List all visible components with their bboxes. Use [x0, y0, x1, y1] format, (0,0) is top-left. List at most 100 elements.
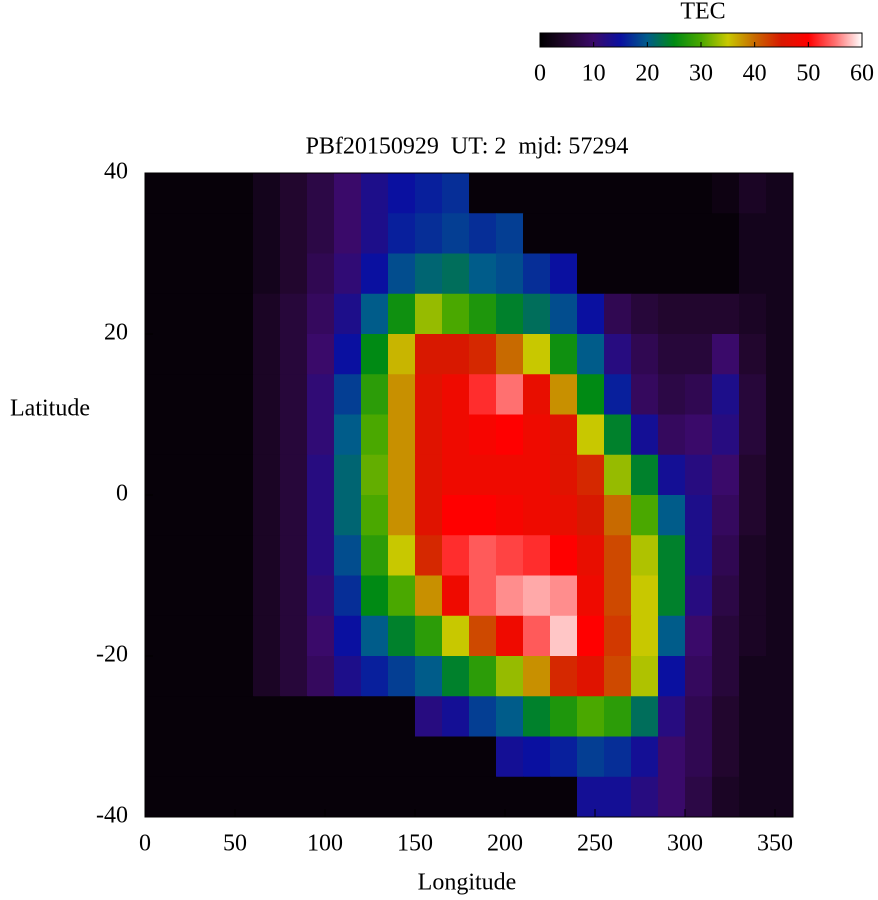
heat-cell [496, 293, 524, 335]
heat-cell [145, 495, 173, 536]
heat-cell [199, 454, 227, 496]
heat-cell [199, 656, 227, 697]
heat-cell [712, 696, 740, 737]
heat-cell [658, 253, 686, 295]
heat-cell [523, 776, 551, 818]
heat-cell [172, 495, 200, 536]
heat-cell [145, 374, 173, 415]
heat-cell [685, 696, 713, 737]
heat-cell [739, 736, 767, 778]
heat-cell [469, 173, 497, 214]
heat-cell [361, 495, 389, 536]
heat-cell [145, 535, 173, 576]
y-tick-label: -20 [96, 642, 128, 668]
heat-cell [658, 495, 686, 536]
heat-cell [469, 213, 497, 254]
heat-cell [766, 575, 794, 617]
heat-cell [280, 454, 308, 496]
heat-cell [739, 173, 767, 214]
heat-cell [253, 173, 281, 214]
heat-cell [469, 334, 497, 375]
heat-cell [550, 656, 578, 697]
heat-cell [307, 293, 335, 335]
heat-cell [766, 696, 794, 737]
heat-cell [604, 253, 632, 295]
heat-cell [172, 334, 200, 375]
heat-cell [577, 696, 605, 737]
heat-cell [550, 495, 578, 536]
heat-cell [172, 736, 200, 778]
heat-cell [145, 454, 173, 496]
heat-cell [631, 253, 659, 295]
heat-cell [172, 293, 200, 335]
heat-cell [631, 414, 659, 456]
heat-cell [550, 736, 578, 778]
heat-cell [739, 495, 767, 536]
heat-cell [145, 334, 173, 375]
heat-cell [226, 374, 254, 415]
heat-cell [550, 293, 578, 335]
heat-cell [415, 495, 443, 536]
heat-cell [334, 776, 362, 818]
heat-cell [361, 293, 389, 335]
heat-cell [739, 454, 767, 496]
heat-cell [199, 253, 227, 295]
heat-cell [685, 495, 713, 536]
heat-cell [712, 334, 740, 375]
heat-cell [334, 213, 362, 254]
heat-cell [280, 173, 308, 214]
heat-cell [253, 776, 281, 818]
heat-cell [631, 696, 659, 737]
heat-cell [577, 535, 605, 576]
heat-cell [469, 736, 497, 778]
heat-cell [226, 535, 254, 576]
heat-cell [685, 253, 713, 295]
heat-cell [604, 575, 632, 617]
heat-cell [280, 293, 308, 335]
heat-cell [145, 173, 173, 214]
heat-cell [172, 213, 200, 254]
heat-cell [550, 253, 578, 295]
heat-cell [766, 414, 794, 456]
heat-cell [253, 253, 281, 295]
heat-cell [577, 736, 605, 778]
heat-cell [496, 535, 524, 576]
heat-cell [604, 736, 632, 778]
heat-cell [739, 615, 767, 657]
heat-cell [496, 615, 524, 657]
heat-cell [685, 293, 713, 335]
heat-cell [442, 696, 470, 737]
heat-cell [253, 414, 281, 456]
heat-cell [496, 575, 524, 617]
heat-cell [415, 414, 443, 456]
heat-cell [658, 736, 686, 778]
heat-cell [334, 173, 362, 214]
heat-cell [334, 253, 362, 295]
heat-cell [469, 535, 497, 576]
heat-cell [334, 535, 362, 576]
heat-cell [442, 293, 470, 335]
heat-cell [172, 454, 200, 496]
heat-cell [307, 696, 335, 737]
heat-cell [199, 696, 227, 737]
heat-cell [307, 615, 335, 657]
heat-cell [631, 615, 659, 657]
heat-cell [658, 535, 686, 576]
heat-cell [172, 173, 200, 214]
heat-cell [577, 656, 605, 697]
heat-cell [469, 374, 497, 415]
heat-cell [523, 696, 551, 737]
heat-cell [307, 213, 335, 254]
heat-cell [739, 293, 767, 335]
heat-cell [604, 454, 632, 496]
heat-cell [145, 213, 173, 254]
heat-cell [280, 736, 308, 778]
heat-cell [658, 213, 686, 254]
heat-cell [631, 334, 659, 375]
heat-cell [604, 334, 632, 375]
heat-cell [550, 696, 578, 737]
heat-cell [712, 454, 740, 496]
heat-cell [172, 374, 200, 415]
heat-cell [388, 173, 416, 214]
heat-cell [172, 414, 200, 456]
